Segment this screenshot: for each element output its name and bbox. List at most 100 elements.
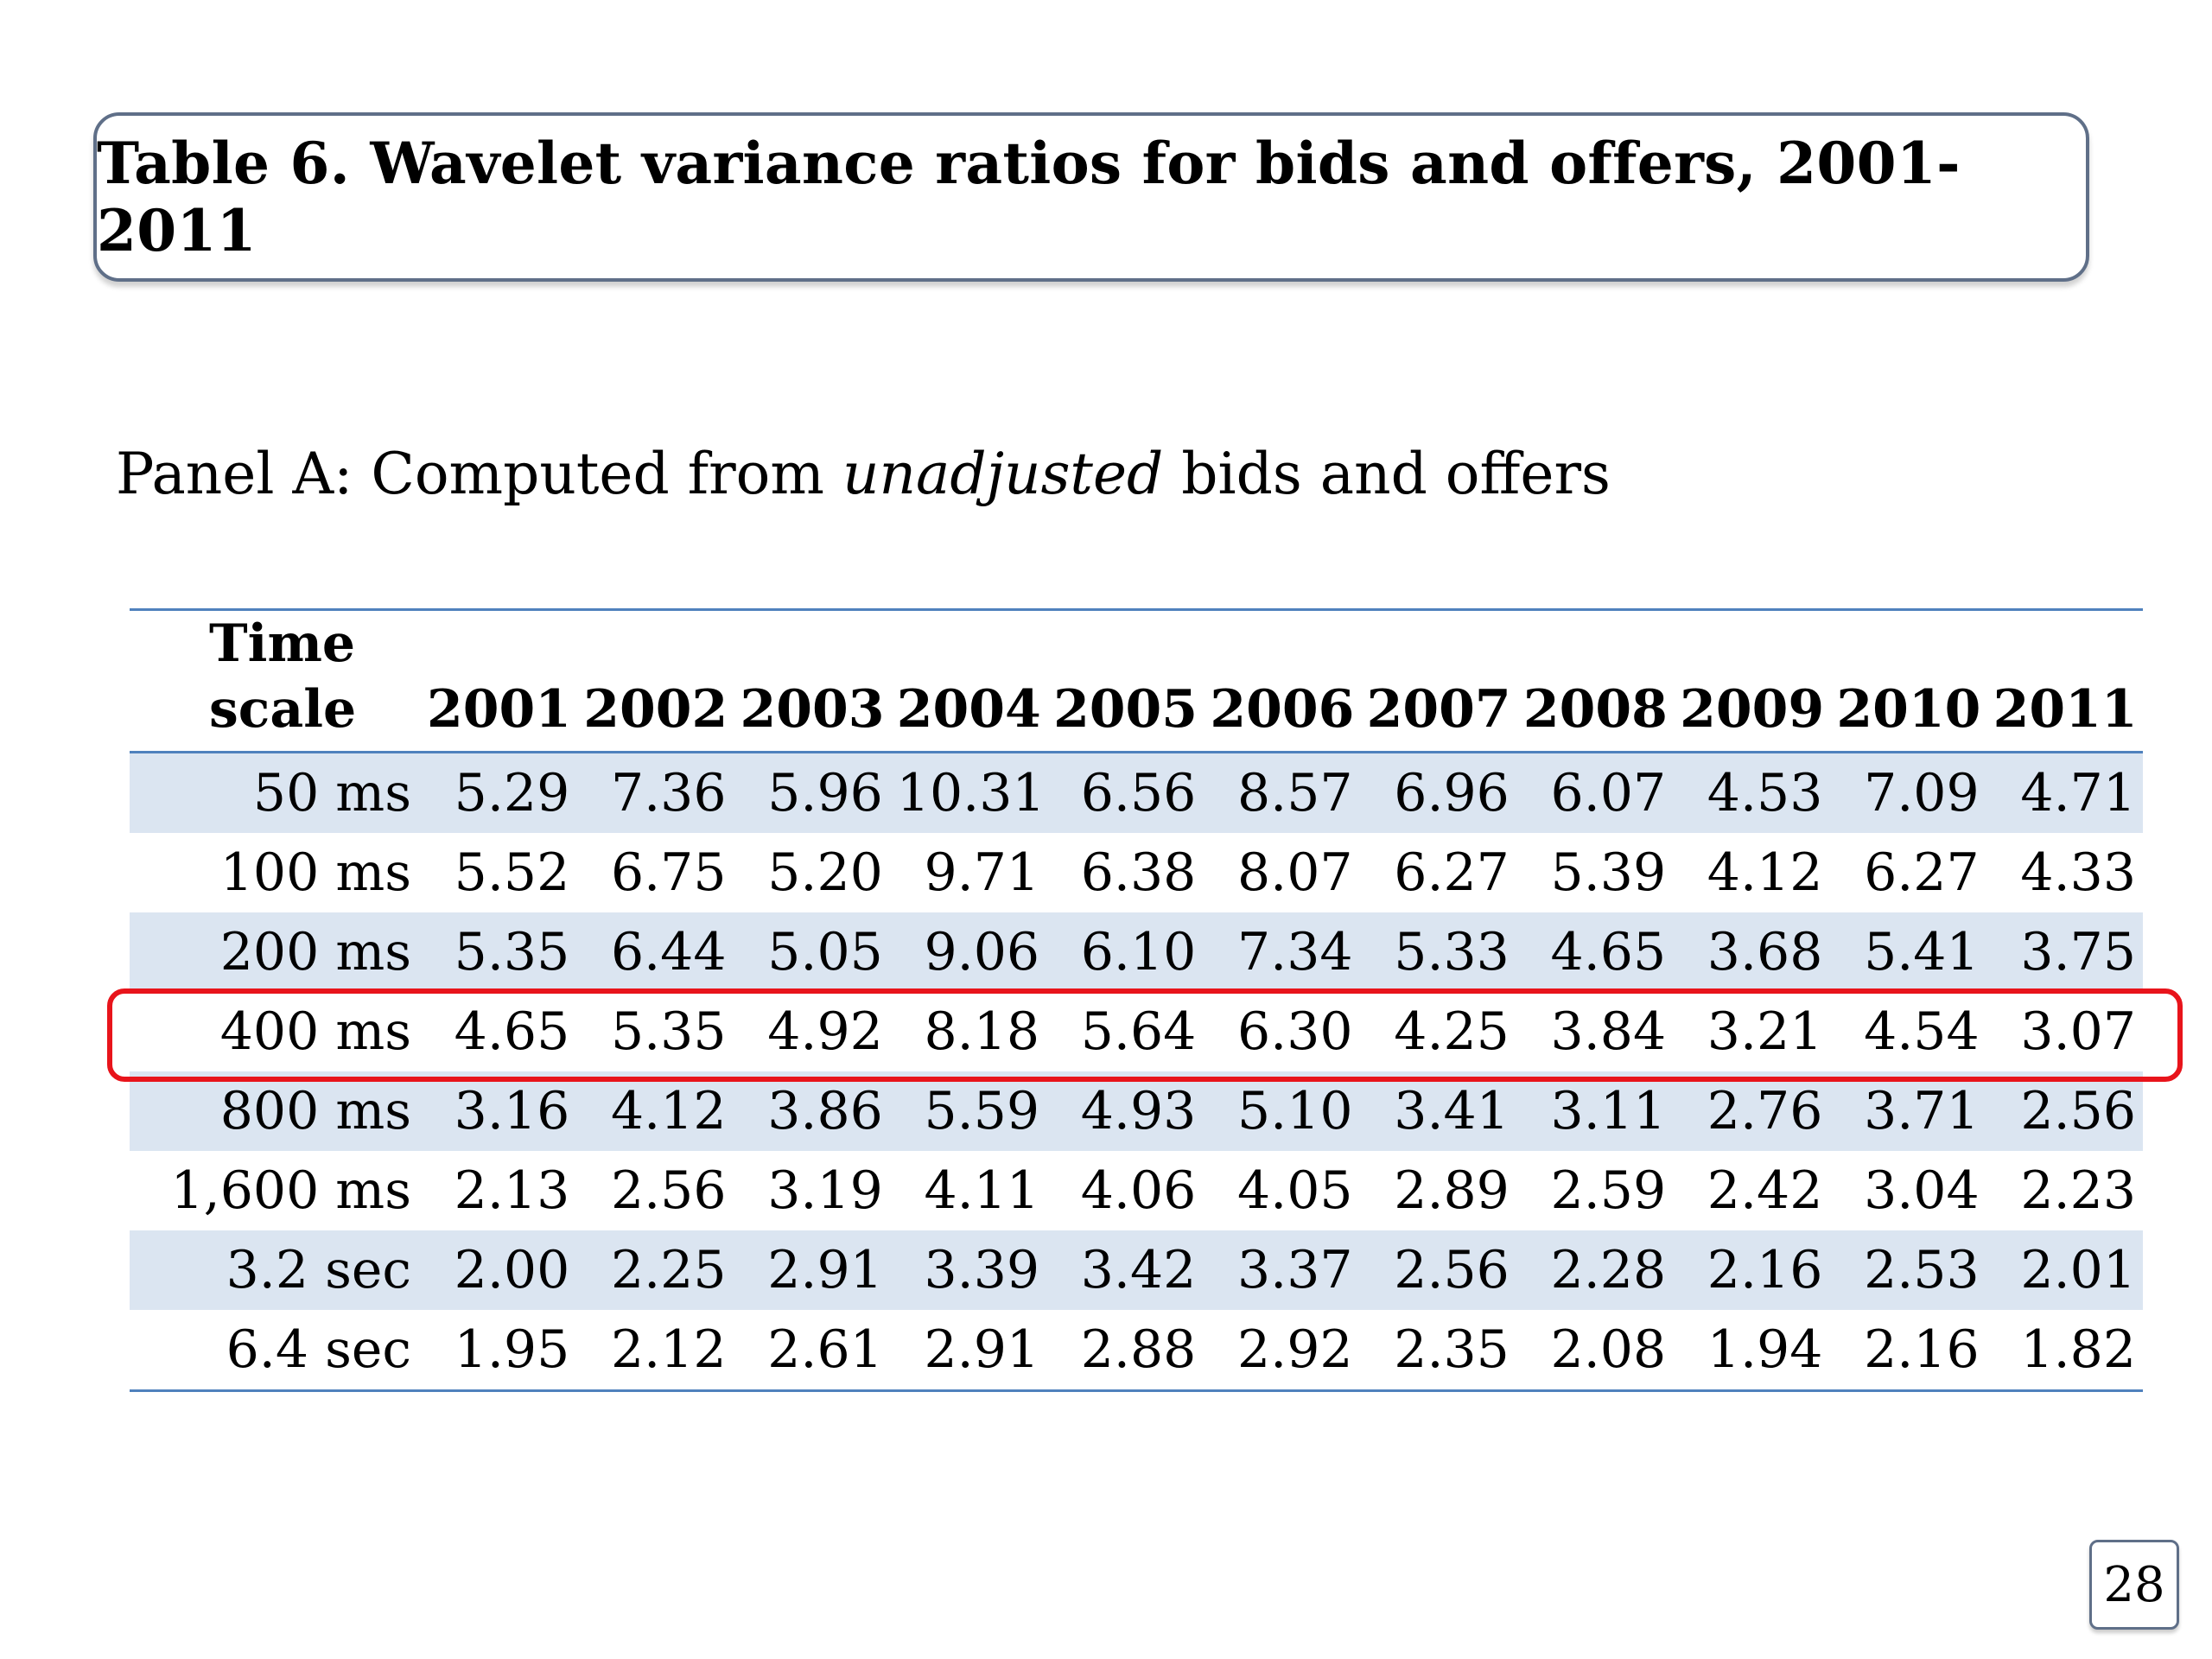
highlight-box-400ms: [107, 988, 2183, 1082]
ratio-cell: 2.16: [1673, 1230, 1830, 1310]
ratio-cell: 7.09: [1829, 752, 1986, 833]
table-header-row: Time scale 2001 2002 2003 2004 2005 2006 2007 20…: [130, 609, 2143, 753]
ratio-cell: 2.25: [576, 1230, 734, 1310]
page-number: 28: [2089, 1540, 2179, 1630]
ratio-cell: 3.21: [1707, 1001, 1823, 1062]
table-body: 50 ms 5.29 7.36 5.96 10.31 6.56 8.57 6.96 6.07 4.…: [130, 752, 2143, 1391]
ratio-cell: 2.23: [2020, 1160, 2136, 1221]
ratio-cell: 5.29: [420, 752, 577, 833]
ratio-cell: 4.65: [454, 1001, 570, 1062]
year-header: 2001: [427, 679, 571, 740]
time-scale-cell: 6.4 sec: [226, 1319, 411, 1380]
ratio-cell: 2.91: [733, 1230, 890, 1310]
year-header: 2011: [1993, 679, 2138, 740]
title-box: Table 6. Wavelet variance ratios for bid…: [93, 112, 2089, 282]
year-header: 2007: [1366, 679, 1511, 740]
ratio-cell: 2.61: [767, 1319, 883, 1380]
ratio-cell: 4.53: [1673, 752, 1830, 833]
panel-label-emphasis: unadjusted: [842, 441, 1164, 507]
ratio-cell: 5.35: [610, 1001, 727, 1062]
table-row: 50 ms 5.29 7.36 5.96 10.31 6.56 8.57 6.96 6.07 4.…: [130, 752, 2143, 833]
ratio-cell: 7.36: [576, 752, 734, 833]
ratio-cell: 8.07: [1237, 842, 1353, 903]
ratio-cell: 3.75: [1986, 912, 2143, 992]
time-scale-cell: 1,600 ms: [170, 1160, 411, 1221]
ratio-cell: 4.06: [1080, 1160, 1197, 1221]
ratio-cell: 1.95: [454, 1319, 570, 1380]
table-row: 6.4 sec 1.95 2.12 2.61 2.91 2.88 2.92 2.35 2.08 1…: [130, 1310, 2143, 1391]
ratio-cell: 4.92: [767, 1001, 883, 1062]
ratio-cell: 2.76: [1673, 1071, 1830, 1151]
variance-table-wrapper: Time scale 2001 2002 2003 2004 2005 2006 2007 20…: [130, 608, 2143, 1392]
ratio-cell: 6.96: [1359, 752, 1516, 833]
panel-label-prefix: Panel A: Computed from: [116, 441, 842, 507]
ratio-cell: 2.53: [1829, 1230, 1986, 1310]
ratio-cell: 6.38: [1080, 842, 1197, 903]
ratio-cell: 4.71: [1986, 752, 2143, 833]
ratio-cell: 3.37: [1203, 1230, 1360, 1310]
ratio-cell: 9.06: [889, 912, 1047, 992]
table-row: 400 ms 4.65 5.35 4.92 8.18 5.64 6.30 4.25 3.84 3.…: [130, 992, 2143, 1071]
variance-table: Time scale 2001 2002 2003 2004 2005 2006 2007 20…: [130, 608, 2143, 1392]
ratio-cell: 3.04: [1864, 1160, 1980, 1221]
table-row: 100 ms 5.52 6.75 5.20 9.71 6.38 8.07 6.27 5.39 4.…: [130, 833, 2143, 912]
panel-label-suffix: bids and offers: [1163, 441, 1611, 507]
ratio-cell: 3.68: [1673, 912, 1830, 992]
ratio-cell: 3.07: [2020, 1001, 2136, 1062]
ratio-cell: 10.31: [889, 752, 1047, 833]
ratio-cell: 3.11: [1516, 1071, 1674, 1151]
ratio-cell: 2.56: [610, 1160, 727, 1221]
ratio-cell: 4.11: [924, 1160, 1040, 1221]
ratio-cell: 8.57: [1203, 752, 1360, 833]
ratio-cell: 2.92: [1237, 1319, 1353, 1380]
time-scale-cell: 3.2 sec: [130, 1230, 420, 1310]
ratio-cell: 2.08: [1550, 1319, 1667, 1380]
ratio-cell: 7.34: [1203, 912, 1360, 992]
panel-label: Panel A: Computed from unadjusted bids a…: [116, 441, 1611, 507]
ratio-cell: 4.33: [2020, 842, 2136, 903]
table-row: 1,600 ms 2.13 2.56 3.19 4.11 4.06 4.05 2.89 2.59…: [130, 1151, 2143, 1230]
ratio-cell: 6.10: [1046, 912, 1204, 992]
ratio-cell: 2.00: [420, 1230, 577, 1310]
ratio-cell: 5.33: [1359, 912, 1516, 992]
ratio-cell: 4.12: [1707, 842, 1823, 903]
year-header: 2002: [583, 679, 728, 740]
ratio-cell: 5.41: [1829, 912, 1986, 992]
ratio-cell: 5.20: [767, 842, 883, 903]
time-scale-cell: 800 ms: [130, 1071, 420, 1151]
slide-title: Table 6. Wavelet variance ratios for bid…: [97, 130, 1961, 264]
ratio-cell: 1.94: [1707, 1319, 1823, 1380]
ratio-cell: 3.42: [1046, 1230, 1204, 1310]
ratio-cell: 9.71: [924, 842, 1040, 903]
ratio-cell: 2.13: [454, 1160, 570, 1221]
ratio-cell: 5.64: [1080, 1001, 1197, 1062]
ratio-cell: 2.89: [1394, 1160, 1510, 1221]
ratio-cell: 2.56: [1986, 1071, 2143, 1151]
ratio-cell: 5.52: [454, 842, 570, 903]
ratio-cell: 2.59: [1550, 1160, 1667, 1221]
ratio-cell: 2.88: [1080, 1319, 1197, 1380]
ratio-cell: 5.05: [733, 912, 890, 992]
year-header: 2009: [1680, 679, 1825, 740]
table-row: 3.2 sec 2.00 2.25 2.91 3.39 3.42 3.37 2.56 2.28 2…: [130, 1230, 2143, 1310]
ratio-cell: 6.07: [1516, 752, 1674, 833]
ratio-cell: 5.10: [1203, 1071, 1360, 1151]
ratio-cell: 2.42: [1707, 1160, 1823, 1221]
ratio-cell: 3.41: [1359, 1071, 1516, 1151]
ratio-cell: 6.30: [1237, 1001, 1353, 1062]
ratio-cell: 2.28: [1516, 1230, 1674, 1310]
ratio-cell: 3.84: [1550, 1001, 1667, 1062]
ratio-cell: 5.96: [733, 752, 890, 833]
ratio-cell: 3.86: [733, 1071, 890, 1151]
year-header: 2008: [1522, 679, 1668, 740]
ratio-cell: 4.05: [1237, 1160, 1353, 1221]
ratio-cell: 6.27: [1864, 842, 1980, 903]
ratio-cell: 8.18: [924, 1001, 1040, 1062]
ratio-cell: 5.35: [420, 912, 577, 992]
ratio-cell: 2.35: [1394, 1319, 1510, 1380]
ratio-cell: 6.75: [610, 842, 727, 903]
ratio-cell: 4.54: [1864, 1001, 1980, 1062]
ratio-cell: 6.44: [576, 912, 734, 992]
ratio-cell: 1.82: [2020, 1319, 2136, 1380]
time-scale-cell: 200 ms: [130, 912, 420, 992]
